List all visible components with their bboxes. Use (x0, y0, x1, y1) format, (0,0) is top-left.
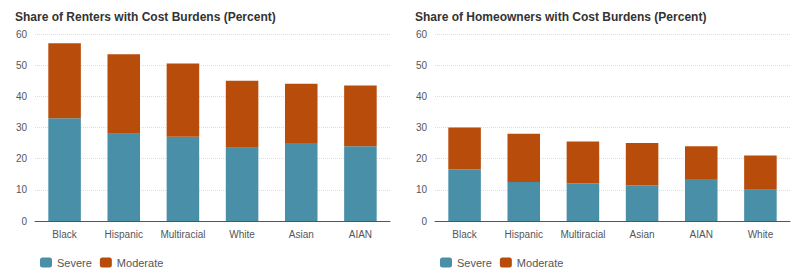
svg-text:AIAN: AIAN (349, 229, 372, 240)
svg-text:Multiracial: Multiracial (560, 229, 605, 240)
svg-text:Multiracial: Multiracial (160, 229, 205, 240)
svg-text:White: White (229, 229, 255, 240)
svg-text:Severe: Severe (57, 257, 92, 269)
svg-text:60: 60 (16, 29, 28, 40)
svg-text:Moderate: Moderate (117, 257, 163, 269)
svg-text:50: 50 (16, 60, 28, 71)
svg-text:40: 40 (16, 91, 28, 102)
svg-text:Share of Renters with Cost Bur: Share of Renters with Cost Burdens (Perc… (15, 10, 276, 24)
svg-text:Black: Black (452, 229, 477, 240)
svg-text:Black: Black (52, 229, 77, 240)
svg-text:Severe: Severe (457, 257, 492, 269)
svg-text:20: 20 (16, 153, 28, 164)
svg-text:Asian: Asian (630, 229, 655, 240)
svg-text:White: White (748, 229, 774, 240)
svg-text:30: 30 (416, 122, 428, 133)
svg-text:0: 0 (421, 216, 427, 227)
svg-text:40: 40 (416, 91, 428, 102)
svg-text:Asian: Asian (289, 229, 314, 240)
svg-text:10: 10 (16, 184, 28, 195)
svg-text:20: 20 (416, 153, 428, 164)
svg-text:AIAN: AIAN (690, 229, 713, 240)
svg-text:Share of Homeowners with Cost: Share of Homeowners with Cost Burdens (P… (415, 10, 706, 24)
svg-text:30: 30 (16, 122, 28, 133)
svg-text:50: 50 (416, 60, 428, 71)
svg-text:60: 60 (416, 29, 428, 40)
svg-text:0: 0 (21, 216, 27, 227)
svg-text:Hispanic: Hispanic (105, 229, 143, 240)
svg-text:10: 10 (416, 184, 428, 195)
svg-text:Hispanic: Hispanic (505, 229, 543, 240)
svg-text:Moderate: Moderate (517, 257, 563, 269)
